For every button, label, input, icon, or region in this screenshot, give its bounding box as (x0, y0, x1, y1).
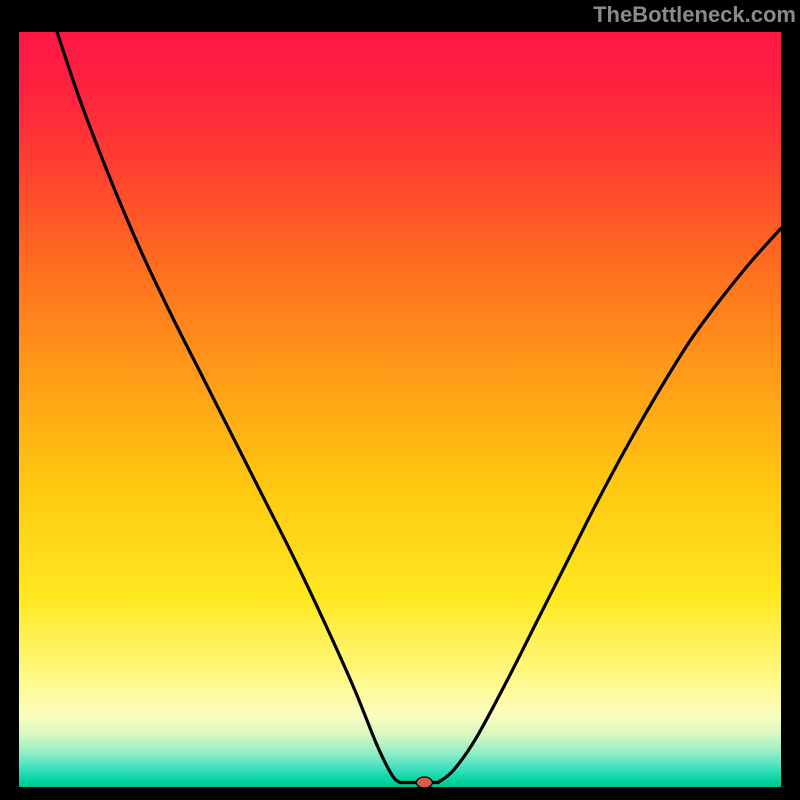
watermark-text: TheBottleneck.com (593, 2, 796, 28)
chart-container: TheBottleneck.com (0, 0, 800, 800)
plot-background (19, 32, 781, 787)
optimal-marker (416, 777, 432, 788)
bottleneck-chart (0, 0, 800, 800)
